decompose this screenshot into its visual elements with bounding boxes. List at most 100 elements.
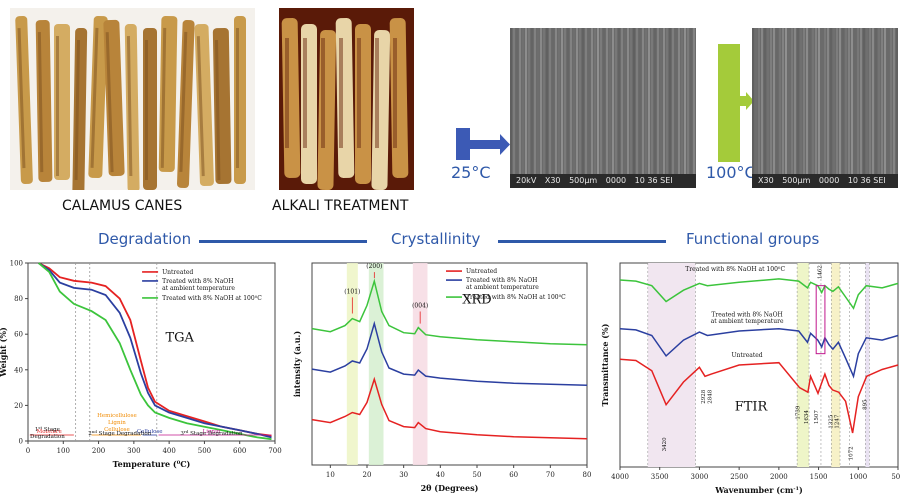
sem-streak <box>606 28 608 174</box>
xrd-x-label: 2θ (Degrees) <box>421 483 479 493</box>
x-tick-label: 70 <box>546 471 555 479</box>
peak-label: 1247 <box>835 414 841 428</box>
sem-streak <box>675 28 677 174</box>
sem-streak <box>815 28 817 174</box>
y-tick-label: 20 <box>14 402 23 410</box>
x-tick-label: 1000 <box>849 473 867 481</box>
stage-3-label: 3rd Stage Degradation <box>180 429 243 438</box>
sem-streak <box>878 28 880 174</box>
sem-streak <box>794 28 796 174</box>
sem-streak <box>839 28 841 174</box>
sem-streak <box>884 28 886 174</box>
stage-lignin: Lignin <box>108 420 126 426</box>
band-895 <box>865 263 870 467</box>
tga-plot-area <box>27 262 276 442</box>
cane-shade <box>74 39 81 180</box>
sem-streak <box>516 28 518 174</box>
peak-label-1462: 1462 <box>818 265 824 279</box>
sem-streak <box>866 28 868 174</box>
series-label-ambient: Treated with 8% NaOH <box>711 311 782 318</box>
sem-streak <box>812 28 814 174</box>
sem-streak <box>540 28 542 174</box>
treated-cane <box>317 29 337 190</box>
sem-streak <box>764 28 766 174</box>
x-tick-label: 60 <box>509 471 518 479</box>
sem-streak <box>615 28 617 174</box>
cane-stain <box>393 38 397 148</box>
sem-streak <box>687 28 689 174</box>
stage-1-label: 1st Stage <box>35 425 60 434</box>
sem-image-100c: X30 500μm 0000 10 36 SEI <box>752 28 898 188</box>
sem-streak <box>770 28 772 174</box>
sem-streak <box>690 28 692 174</box>
cane-shade <box>17 28 26 169</box>
alkali-treatment-photo <box>279 8 414 190</box>
xrd-name: XRD <box>462 292 491 307</box>
sem-streak <box>561 28 563 174</box>
y-tick-label: 60 <box>14 331 23 339</box>
legend-ambient: Treated with 8% NaOH <box>466 277 537 284</box>
sem-streak <box>600 28 602 174</box>
stage-word: Stage <box>42 427 60 433</box>
ftir-series-hot <box>619 278 899 310</box>
sem-streak <box>624 28 626 174</box>
sem-streak <box>848 28 850 174</box>
sem-streak <box>642 28 644 174</box>
sem-streak <box>645 28 647 174</box>
sem-streak <box>534 28 536 174</box>
sem-streak <box>851 28 853 174</box>
x-tick-label: 500 <box>198 447 211 455</box>
band-oh <box>647 263 696 467</box>
cane-shade <box>90 27 99 168</box>
peak-highlight-box <box>815 285 826 355</box>
sem-streak <box>519 28 521 174</box>
stage-cellulose-2: Cellulose <box>137 429 163 435</box>
peak-band-200 <box>368 263 384 465</box>
connector-line-1 <box>199 240 367 243</box>
sem-streak <box>836 28 838 174</box>
y-tick-label: 0 <box>19 438 23 446</box>
sem-streak <box>758 28 760 174</box>
sem-streak <box>693 28 695 174</box>
x-tick-label: 10 <box>326 471 335 479</box>
canes-caption: CALAMUS CANES <box>62 198 183 214</box>
x-tick-label: 500 <box>891 473 900 481</box>
sem-streak <box>582 28 584 174</box>
sem-streak <box>833 28 835 174</box>
sem-streak <box>752 28 754 174</box>
xrd-chart: 10 20 30 40 50 60 70 80 2θ (Degrees) intensity (a… <box>292 262 591 493</box>
sem-scale: 500μm <box>782 176 811 185</box>
xrd-series-ambient <box>311 320 588 386</box>
sem-streak <box>525 28 527 174</box>
peak-label: 1325 <box>828 414 834 428</box>
tga-series-ambient <box>38 262 272 439</box>
sem-streak <box>570 28 572 174</box>
band-cs <box>831 263 841 467</box>
treated-cane <box>389 17 409 179</box>
ftir-x-label: Wavenumber (cm-1) <box>714 485 803 495</box>
sem-streak <box>654 28 656 174</box>
sem-streak <box>549 28 551 174</box>
y-tick-label: 80 <box>14 295 23 303</box>
sem-streak <box>782 28 784 174</box>
treated-cane <box>281 17 301 179</box>
connector-line-2 <box>498 240 666 243</box>
sem-streak <box>761 28 763 174</box>
cane-shade <box>179 31 188 172</box>
cane-stain <box>357 38 361 148</box>
cane-stick <box>234 16 246 184</box>
functional-groups-header: Functional groups <box>686 230 820 248</box>
sem-streak <box>806 28 808 174</box>
x-tick-label: 50 <box>473 471 482 479</box>
alkali-caption: ALKALI TREATMENT <box>272 198 409 214</box>
sem-streak <box>809 28 811 174</box>
calamus-canes-photo <box>10 8 255 190</box>
peak-label-200: (200) <box>366 263 382 270</box>
sem-streak <box>860 28 862 174</box>
cane-shade <box>105 32 114 173</box>
sem-streak <box>588 28 590 174</box>
sem-streak <box>555 28 557 174</box>
x-tick-label: 300 <box>127 447 140 455</box>
blue-arrow-icon <box>456 128 510 160</box>
peak-label: 1739 <box>796 405 802 419</box>
